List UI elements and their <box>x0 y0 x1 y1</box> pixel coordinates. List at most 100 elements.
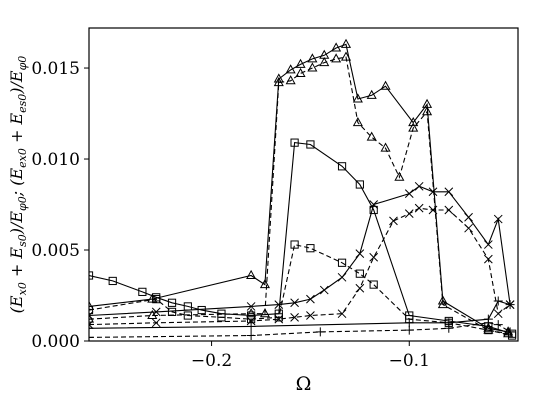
point-0-10 <box>340 38 352 48</box>
point-4-1 <box>151 307 161 317</box>
point-4-2 <box>246 302 256 311</box>
point-5-10 <box>404 209 414 218</box>
point-7-7 <box>505 327 515 337</box>
point-3-3 <box>183 311 192 320</box>
point-5-1 <box>151 318 161 328</box>
point-3-9 <box>337 258 347 267</box>
point-1-10 <box>340 51 352 61</box>
series-5 <box>89 203 515 329</box>
point-1-3 <box>259 308 270 318</box>
y-tick-label-2: 0.010 <box>31 150 80 170</box>
point-5-3 <box>274 314 284 324</box>
point-1-5 <box>285 75 296 85</box>
point-1-12 <box>366 131 377 141</box>
point-2-2 <box>138 287 147 296</box>
point-0-13 <box>380 80 391 90</box>
point-4-12 <box>428 187 438 197</box>
point-0-11 <box>352 93 363 103</box>
point-4-8 <box>355 249 365 259</box>
y-tick-label-0: 0.000 <box>31 332 80 352</box>
point-3-11 <box>369 280 378 289</box>
y-axis-label: (Ex0 + Es0)/Eφ0; (Eex0 + Ees0)/Eφ0 <box>7 56 29 314</box>
point-7-4 <box>444 323 454 333</box>
point-5-13 <box>444 205 454 215</box>
point-4-10 <box>404 189 414 198</box>
point-2-11 <box>306 140 315 149</box>
plot-frame <box>88 27 519 342</box>
series-line-3 <box>89 243 513 337</box>
point-5-14 <box>464 223 473 233</box>
point-1-15 <box>408 122 419 132</box>
point-4-11 <box>414 181 424 191</box>
point-4-14 <box>464 212 473 222</box>
point-5-5 <box>306 311 315 320</box>
point-3-1 <box>152 295 161 304</box>
y-tick-label-1: 0.005 <box>31 241 80 261</box>
series-line-5 <box>89 207 511 326</box>
point-5-16 <box>493 309 503 319</box>
point-1-2 <box>246 308 257 318</box>
point-0-4 <box>273 73 284 83</box>
series-line-4 <box>89 185 511 317</box>
point-0-0 <box>89 300 95 310</box>
point-3-6 <box>274 313 283 322</box>
point-1-8 <box>319 56 330 67</box>
axes: −0.2 −0.1 0.000 0.005 0.010 0.015 <box>31 27 519 371</box>
point-3-10 <box>355 269 364 278</box>
point-3-8 <box>306 244 315 253</box>
point-2-1 <box>108 276 117 286</box>
point-0-7 <box>307 53 318 63</box>
point-1-1 <box>147 309 158 320</box>
point-7-1 <box>246 331 256 341</box>
point-4-13 <box>444 187 454 197</box>
point-5-15 <box>483 254 493 264</box>
series-line-1 <box>89 56 509 335</box>
point-5-6 <box>337 309 347 319</box>
point-5-2 <box>246 316 256 326</box>
point-1-16 <box>422 106 433 116</box>
point-0-14 <box>408 116 419 127</box>
point-5-8 <box>369 252 379 262</box>
point-1-14 <box>394 171 405 181</box>
point-5-11 <box>414 203 424 213</box>
point-1-18 <box>483 324 494 334</box>
series-2 <box>89 138 517 338</box>
point-6-1 <box>246 321 256 331</box>
point-7-5 <box>483 318 493 328</box>
point-7-2 <box>315 327 325 337</box>
point-1-9 <box>331 53 342 63</box>
point-4-3 <box>274 300 284 309</box>
point-2-13 <box>355 180 364 189</box>
x-tick-label-0: −0.2 <box>191 351 232 371</box>
point-1-11 <box>352 116 363 127</box>
point-6-5 <box>493 296 503 306</box>
point-1-13 <box>380 142 391 152</box>
series-line-0 <box>89 43 509 333</box>
point-3-4 <box>217 313 226 322</box>
point-4-7 <box>337 272 347 282</box>
point-1-17 <box>437 298 448 309</box>
series-0 <box>89 38 514 336</box>
series-7 <box>89 318 515 341</box>
point-1-0 <box>89 313 95 323</box>
point-5-4 <box>290 312 299 322</box>
point-3-2 <box>167 307 177 316</box>
point-0-5 <box>285 64 296 74</box>
point-4-9 <box>369 200 379 209</box>
point-4-16 <box>493 214 503 224</box>
point-7-3 <box>404 325 414 335</box>
point-1-7 <box>307 62 318 72</box>
point-2-4 <box>167 298 177 307</box>
x-axis-label: Ω <box>296 373 312 395</box>
point-5-0 <box>89 320 94 329</box>
x-tick-label-1: −0.1 <box>389 351 430 371</box>
point-7-6 <box>493 320 503 330</box>
point-3-7 <box>290 240 299 249</box>
point-1-6 <box>295 67 306 77</box>
point-2-12 <box>337 162 347 171</box>
point-7-0 <box>89 332 94 341</box>
point-1-4 <box>273 76 284 87</box>
point-4-6 <box>319 285 329 295</box>
point-0-3 <box>259 278 270 289</box>
